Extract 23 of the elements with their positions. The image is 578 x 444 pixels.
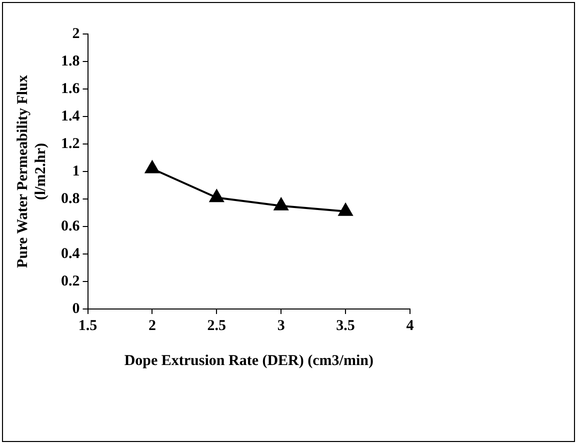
y-tick-label: 1.2 (61, 136, 80, 152)
y-tick-label: 0.2 (61, 273, 80, 290)
y-tick-label: 1 (72, 163, 80, 180)
x-tick-label: 3 (277, 318, 285, 334)
y-tick-label: 1.6 (61, 80, 80, 97)
x-tick-label: 2.5 (207, 318, 226, 334)
y-tick-label: 1.4 (61, 108, 80, 124)
y-tick-label: 0.4 (61, 246, 80, 262)
y-tick-label: 0.8 (61, 190, 80, 207)
x-tick-label: 4 (406, 318, 414, 334)
y-tick-label: 1.8 (61, 53, 80, 70)
point (274, 198, 288, 210)
x-tick-label: 1.5 (78, 318, 98, 334)
y-axis-title: Pure Water Permeability Flux (l/m2.hr) (14, 74, 49, 268)
y-tick-label: 0.6 (61, 218, 80, 234)
y-tick-label: 2 (72, 26, 80, 42)
x-axis-title: Dope Extrusion Rate (DER) (cm3/min) (124, 352, 374, 369)
x-tick-label: 3.5 (336, 318, 355, 334)
point (338, 203, 353, 216)
point (210, 190, 224, 202)
point (145, 160, 160, 174)
y-tick-label: 0 (72, 300, 80, 317)
x-tick-label: 2 (148, 318, 156, 334)
